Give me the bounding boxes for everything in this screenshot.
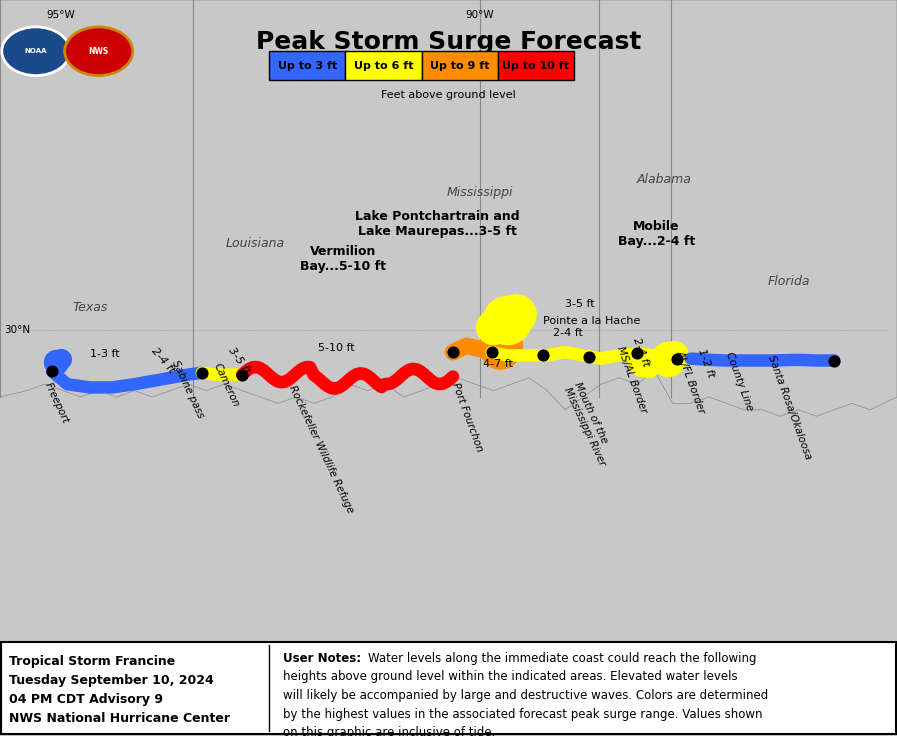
Text: Lake Pontchartrain and
Lake Maurepas...3-5 ft: Lake Pontchartrain and Lake Maurepas...3… [355,210,520,238]
Text: Mouth of the
Mississippi River: Mouth of the Mississippi River [562,381,617,467]
Point [582,351,597,363]
Text: Pointe a la Hache: Pointe a la Hache [543,316,640,325]
Text: Mississippi: Mississippi [447,185,513,199]
Point [661,353,675,364]
Text: NWS: NWS [89,46,109,56]
Text: Cameron: Cameron [212,362,240,409]
Text: heights above ground level within the indicated areas. Elevated water levels: heights above ground level within the in… [283,670,737,684]
Text: Up to 9 ft: Up to 9 ft [430,60,490,71]
Text: 1-2 ft: 1-2 ft [696,347,715,379]
Text: Mobile
Bay...2-4 ft: Mobile Bay...2-4 ft [618,220,695,248]
Text: Feet above ground level: Feet above ground level [381,90,516,99]
Point [235,369,249,381]
FancyBboxPatch shape [422,52,498,80]
Point [670,353,684,364]
Text: User Notes:: User Notes: [283,652,361,665]
Text: Up to 3 ft: Up to 3 ft [277,60,337,71]
FancyBboxPatch shape [269,52,345,80]
Text: 04 PM CDT Advisory 9: 04 PM CDT Advisory 9 [9,693,163,706]
Point [630,347,644,359]
Text: Florida: Florida [768,275,811,289]
FancyBboxPatch shape [498,52,574,80]
Circle shape [2,27,70,76]
Text: 1-3 ft: 1-3 ft [90,349,119,359]
Point [500,314,514,326]
Point [635,356,649,368]
Text: Alabama: Alabama [636,173,692,185]
Text: will likely be accompanied by large and destructive waves. Colors are determined: will likely be accompanied by large and … [283,689,768,702]
Point [446,347,460,358]
FancyBboxPatch shape [1,643,896,734]
Text: Louisiana: Louisiana [226,237,285,250]
Point [827,355,841,367]
Text: County Line: County Line [725,351,755,413]
Text: NWS National Hurricane Center: NWS National Hurricane Center [9,712,230,725]
Text: 3-5 ft: 3-5 ft [227,346,252,376]
Text: Tuesday September 10, 2024: Tuesday September 10, 2024 [9,674,213,687]
Text: 2-4 ft: 2-4 ft [553,328,583,339]
Text: 95°W: 95°W [47,10,75,20]
Text: Water levels along the immediate coast could reach the following: Water levels along the immediate coast c… [368,652,756,665]
Text: 2-4 ft: 2-4 ft [149,346,176,375]
Point [536,350,550,361]
Point [486,321,501,333]
Point [509,308,523,319]
Text: Freeport: Freeport [43,381,71,425]
Text: 30°N: 30°N [4,325,30,335]
Text: 2-4 ft: 2-4 ft [631,336,650,368]
Text: NOAA: NOAA [24,49,48,54]
Point [195,367,209,378]
Text: by the highest values in the associated forecast peak surge range. Values shown: by the highest values in the associated … [283,708,762,721]
Point [640,359,655,371]
Text: 5-10 ft: 5-10 ft [318,342,355,353]
Circle shape [65,27,133,76]
FancyBboxPatch shape [345,52,422,80]
Point [54,353,68,364]
Point [492,343,507,355]
Point [484,347,499,358]
Polygon shape [0,0,897,417]
Text: Vermilion
Bay...5-10 ft: Vermilion Bay...5-10 ft [300,245,386,273]
Text: Sabine pass: Sabine pass [170,358,205,420]
Text: Rockefeller Wildlife Refuge: Rockefeller Wildlife Refuge [287,384,355,515]
Text: 4-7 ft: 4-7 ft [483,358,512,369]
Text: 90°W: 90°W [466,10,494,20]
Text: Port Fourchon: Port Fourchon [450,381,484,453]
Text: Up to 10 ft: Up to 10 ft [502,60,570,71]
Point [498,340,512,352]
Point [666,350,681,361]
Text: on this graphic are inclusive of tide.: on this graphic are inclusive of tide. [283,726,495,736]
Text: Tropical Storm Francine: Tropical Storm Francine [9,655,175,668]
Point [48,356,63,368]
Point [45,366,59,378]
Text: MS/AL Border: MS/AL Border [615,344,649,414]
Text: 3-5 ft: 3-5 ft [565,299,595,309]
Text: AL/FL Border: AL/FL Border [675,349,706,415]
Text: Santa Rosa/Okaloosa: Santa Rosa/Okaloosa [767,353,814,460]
Text: Peak Storm Surge Forecast: Peak Storm Surge Forecast [256,29,641,54]
Text: Texas: Texas [72,301,108,314]
Text: Up to 6 ft: Up to 6 ft [353,60,414,71]
